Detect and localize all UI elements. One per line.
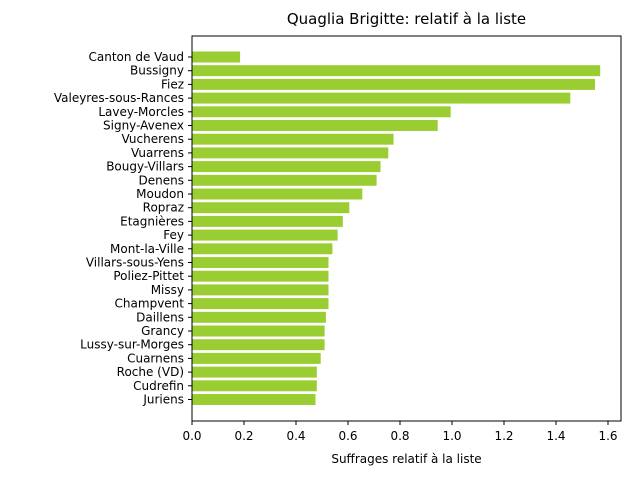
y-tick-label: Etagnières (120, 214, 184, 228)
y-tick-label: Vucherens (122, 132, 185, 146)
y-tick-label: Signy-Avenex (103, 119, 184, 133)
y-tick-label: Bougy-Villars (106, 160, 184, 174)
y-tick-label: Fiez (161, 77, 184, 91)
y-tick-label: Cuarnens (127, 351, 184, 365)
bar (192, 133, 394, 145)
y-tick-label: Canton de Vaud (89, 50, 184, 64)
y-tick-label: Ropraz (143, 201, 184, 215)
x-tick-label: 0.6 (338, 429, 357, 443)
bar (192, 394, 316, 405)
bar (192, 229, 338, 241)
bars-group (192, 51, 601, 405)
bar (192, 257, 329, 268)
plot-frame (191, 35, 622, 422)
x-tick-label: 0.2 (234, 429, 253, 443)
bar (192, 106, 451, 118)
bar (192, 92, 571, 104)
bar (192, 298, 329, 310)
bar (192, 270, 329, 282)
x-axis-label: Suffrages relatif à la liste (331, 452, 481, 466)
bar (192, 325, 325, 337)
bar (192, 243, 333, 255)
y-tick-label: Daillens (136, 310, 184, 324)
bar (192, 380, 317, 392)
x-tick-label: 0.0 (182, 429, 201, 443)
y-tick-label: Poliez-Pittet (113, 269, 184, 283)
bar (192, 120, 438, 131)
bar (192, 161, 381, 173)
bar (192, 352, 321, 364)
bar (192, 366, 317, 378)
y-tick-label: Denens (139, 173, 184, 187)
x-axis-ticks: 0.0 0.2 0.4 0.6 0.8 1.0 1.2 1.4 1.6 (182, 421, 618, 443)
y-tick-label: Roche (VD) (117, 365, 184, 379)
y-tick-label: Mont-la-Ville (110, 242, 184, 256)
x-tick-label: 1.4 (546, 429, 565, 443)
bar (192, 65, 601, 77)
y-tick-label: Champvent (115, 297, 185, 311)
y-tick-label: Cudrefin (133, 379, 184, 393)
bar (192, 202, 350, 214)
bar (192, 188, 363, 200)
y-tick-label: Bussigny (130, 64, 184, 78)
y-tick-label: Missy (151, 283, 184, 297)
y-axis-ticks: Canton de VaudBussignyFiezValeyres-sous-… (54, 50, 192, 407)
y-tick-label: Valeyres-sous-Rances (54, 91, 184, 105)
bar (192, 311, 326, 323)
y-tick-label: Lussy-sur-Morges (80, 338, 184, 352)
chart-title: Quaglia Brigitte: relatif à la liste (287, 10, 526, 28)
bar (192, 78, 595, 90)
x-tick-label: 1.2 (494, 429, 513, 443)
y-tick-label: Grancy (141, 324, 184, 338)
y-tick-label: Lavey-Morcles (98, 105, 184, 119)
x-tick-label: 0.4 (286, 429, 305, 443)
bar (192, 215, 343, 227)
y-tick-label: Fey (163, 228, 184, 242)
x-tick-label: 0.8 (390, 429, 409, 443)
bar (192, 147, 389, 159)
bar (192, 284, 329, 296)
y-tick-label: Moudon (136, 187, 184, 201)
x-tick-label: 1.6 (598, 429, 617, 443)
y-tick-label: Vuarrens (131, 146, 184, 160)
y-tick-label: Juriens (142, 393, 184, 407)
bar (192, 339, 325, 351)
bar (192, 51, 241, 63)
x-tick-label: 1.0 (442, 429, 461, 443)
y-tick-label: Villars-sous-Yens (86, 256, 184, 270)
bar (192, 174, 377, 186)
